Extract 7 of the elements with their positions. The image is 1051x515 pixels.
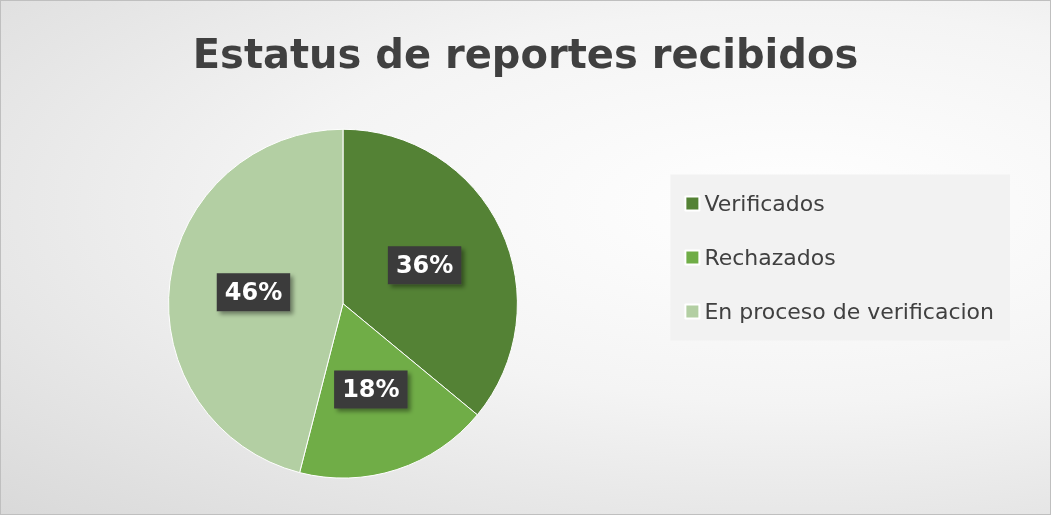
data-label: 36% (395, 251, 454, 280)
data-label: 18% (342, 375, 400, 404)
chart-title: Estatus de reportes recibidos (192, 31, 859, 77)
data-label: 46% (224, 278, 283, 307)
legend-label: Verificados (704, 191, 825, 216)
legend-label: Rechazados (704, 245, 836, 270)
legend-label: En proceso de verificacion (704, 299, 994, 324)
